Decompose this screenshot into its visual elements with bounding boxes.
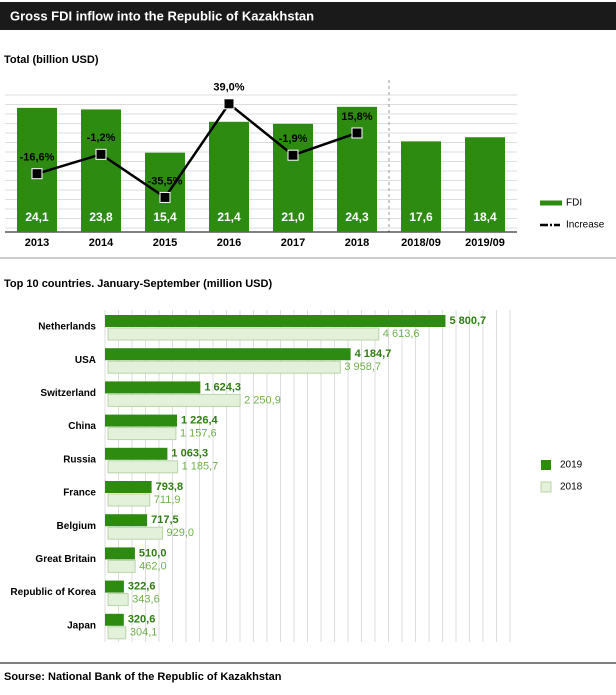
x-tick-label: 2018/09 [401,237,441,249]
data-label: 15,4 [153,210,177,224]
y-tick-label: Republic of Korea [10,587,96,598]
data-label: 4 613,6 [383,328,420,340]
data-label: 1 063,3 [171,448,208,460]
x-tick-label: 2016 [217,237,241,249]
x-tick-label: 2017 [281,237,305,249]
y-tick-label: USA [75,355,96,366]
data-label: 510,0 [139,547,167,559]
bar [81,109,121,232]
data-label: 24,1 [25,210,49,224]
page-title: Gross FDI inflow into the Republic of Ka… [10,8,314,23]
data-label: 21,4 [217,210,241,224]
data-label: 39,0% [213,82,244,94]
data-label: 462,0 [139,560,167,572]
data-label: 5 800,7 [449,315,486,327]
data-label: -1,2% [87,132,116,144]
x-tick-label: 2013 [25,237,49,249]
data-label: 1 624,3 [204,381,241,393]
y-tick-label: Belgium [57,521,97,532]
bar [107,626,127,640]
chart-title: Total (billion USD) [4,54,99,66]
data-label: 1 226,4 [181,415,219,427]
data-label: 793,8 [156,481,184,493]
legend-label: Increase [566,220,605,231]
x-tick-label: 2014 [89,237,114,249]
data-label: 15,8% [341,111,372,123]
y-tick-label: Japan [67,620,96,631]
legend-label: 2018 [560,482,583,493]
bar [105,580,124,593]
bar [105,414,177,427]
bar [105,447,168,460]
bar [273,123,313,232]
legend-label: 2019 [560,460,583,471]
marker [351,127,363,139]
data-label: 711,9 [154,494,181,506]
marker [223,98,235,110]
bar [107,360,341,374]
y-tick-label: Netherlands [38,322,96,333]
x-tick-label: 2018 [345,237,369,249]
data-label: 24,3 [345,210,369,224]
data-label: -35,5% [148,175,183,187]
data-label: 717,5 [151,514,179,526]
line [36,101,358,200]
data-label: 17,6 [409,210,433,224]
bar [107,327,380,341]
bar [107,559,136,573]
bar [107,526,164,540]
bar [209,121,249,232]
bar [105,514,148,527]
data-label: -16,6% [20,152,55,164]
y-tick-label: China [68,421,96,432]
data-label: 320,6 [128,614,156,626]
bar [105,348,351,361]
bar [105,481,152,493]
data-label: 343,6 [132,594,160,606]
bar [401,141,441,232]
legend-swatch [540,200,562,206]
header-bar [0,2,616,30]
marker [31,168,43,180]
legend-swatch [540,481,552,493]
bar [105,613,124,626]
data-label: 1 157,6 [180,428,217,440]
data-label: 322,6 [128,581,156,593]
marker [95,148,107,160]
source: Sourse: National Bank of the Republic of… [4,671,282,683]
data-label: 2 250,9 [244,394,281,406]
bar [105,381,201,394]
legend-label: FDI [566,198,582,209]
chart-title: Top 10 countries. January-September (mil… [4,278,272,290]
y-tick-label: France [63,488,96,499]
bar [465,137,505,232]
x-tick-label: 2019/09 [465,237,505,249]
marker [287,149,299,161]
x-tick-label: 2015 [153,237,177,249]
data-label: 4 184,7 [355,348,392,360]
bar [107,427,177,441]
data-label: 929,0 [167,527,195,539]
data-label: 23,8 [89,210,113,224]
legend-swatch [541,460,551,470]
data-label: 21,0 [281,210,305,224]
data-label: 304,1 [130,627,158,639]
y-tick-label: Russia [63,454,96,465]
y-tick-label: Switzerland [40,388,96,399]
bar [105,547,135,560]
bar [107,493,151,507]
y-tick-label: Great Britain [35,554,96,565]
data-label: 3 958,7 [344,361,381,373]
bar [105,315,446,327]
data-label: 1 185,7 [182,461,219,473]
data-label: -1,9% [279,133,308,145]
bar [107,460,179,474]
bar [107,593,129,607]
marker [159,191,171,203]
bar [107,393,241,407]
data-label: 18,4 [473,210,497,224]
